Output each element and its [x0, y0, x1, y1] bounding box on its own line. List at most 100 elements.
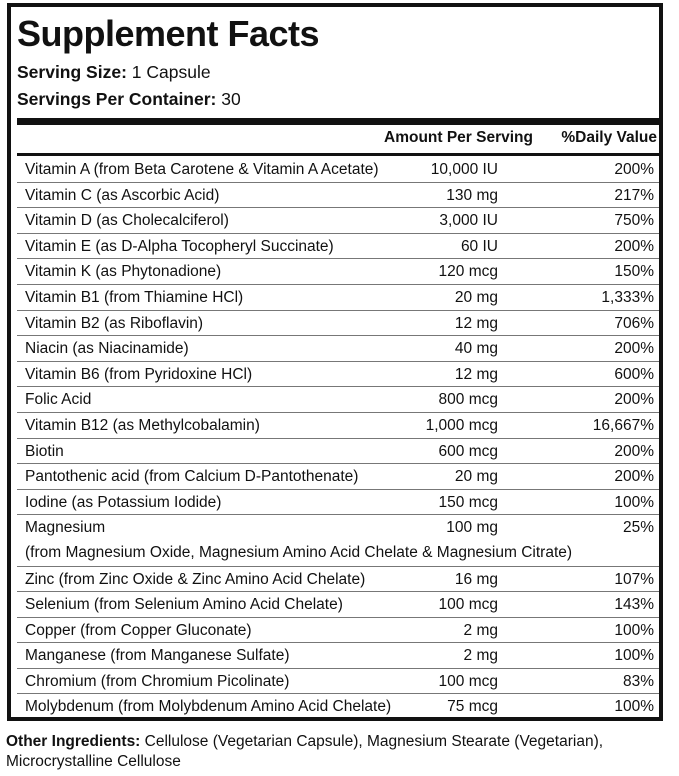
nutrient-amount: 800 mcg [438, 391, 498, 409]
table-row: Niacin (as Niacinamide) 40 mg 200% [17, 336, 659, 362]
nutrient-amount: 2 mg [463, 621, 498, 639]
table-row: Vitamin C (as Ascorbic Acid) 130 mg 217% [17, 183, 659, 209]
nutrient-amount: 40 mg [454, 340, 498, 358]
table-row: Manganese (from Manganese Sulfate) 2 mg … [17, 643, 659, 669]
table-row: Magnesium 100 mg 25% (from Magnesium Oxi… [17, 515, 659, 567]
nutrient-daily-value: 143% [614, 596, 654, 614]
nutrient-daily-value: 200% [614, 237, 654, 255]
servings-per-container-value: 30 [221, 89, 241, 109]
nutrient-name: Biotin [25, 442, 64, 460]
servings-per-container: Servings Per Container: 30 [17, 88, 241, 110]
nutrient-amount: 100 mcg [438, 596, 498, 614]
nutrient-name: Vitamin B2 (as Riboflavin) [25, 314, 204, 332]
nutrient-daily-value: 100% [614, 698, 654, 716]
nutrient-name: Vitamin K (as Phytonadione) [25, 263, 222, 281]
nutrient-amount: 3,000 IU [439, 212, 498, 230]
table-row: Vitamin B12 (as Methylcobalamin) 1,000 m… [17, 413, 659, 439]
other-ingredients-text: Cellulose (Vegetarian Capsule), Magnesiu… [6, 733, 604, 770]
nutrient-daily-value: 200% [614, 340, 654, 358]
nutrient-name: Niacin (as Niacinamide) [25, 340, 189, 358]
nutrient-daily-value: 100% [614, 647, 654, 665]
nutrient-name: Pantothenic acid (from Calcium D-Pantoth… [25, 468, 359, 486]
nutrient-name: Chromium (from Chromium Picolinate) [25, 672, 290, 690]
table-row: Copper (from Copper Gluconate) 2 mg 100% [17, 618, 659, 644]
table-row: Folic Acid 800 mcg 200% [17, 387, 659, 413]
nutrient-daily-value: 100% [614, 493, 654, 511]
other-ingredients: Other Ingredients: Cellulose (Vegetarian… [6, 732, 676, 772]
nutrient-name: Vitamin B1 (from Thiamine HCl) [25, 288, 244, 306]
nutrient-name: Vitamin D (as Cholecalciferol) [25, 212, 229, 230]
table-row: Vitamin D (as Cholecalciferol) 3,000 IU … [17, 208, 659, 234]
nutrient-amount: 1,000 mcg [425, 416, 498, 434]
nutrient-amount: 600 mcg [438, 442, 498, 460]
nutrient-amount: 16 mg [454, 570, 498, 588]
nutrient-daily-value: 83% [622, 672, 654, 690]
nutrient-daily-value: 200% [614, 442, 654, 460]
table-row: Vitamin B1 (from Thiamine HCl) 20 mg 1,3… [17, 285, 659, 311]
panel-title: Supplement Facts [17, 13, 320, 54]
nutrient-name: Vitamin B12 (as Methylcobalamin) [25, 416, 260, 434]
nutrient-daily-value: 100% [614, 621, 654, 639]
nutrient-daily-value: 150% [614, 263, 654, 281]
table-row: Chromium (from Chromium Picolinate) 100 … [17, 669, 659, 695]
nutrient-name: Selenium (from Selenium Amino Acid Chela… [25, 596, 343, 614]
nutrient-daily-value: 706% [614, 314, 654, 332]
table-row: Vitamin E (as D-Alpha Tocopheryl Succina… [17, 234, 659, 260]
serving-size-value: 1 Capsule [131, 62, 211, 82]
daily-value-column-header: %Daily Value [561, 129, 657, 146]
nutrient-amount: 60 IU [460, 237, 498, 255]
table-row: Molybdenum (from Molybdenum Amino Acid C… [17, 694, 659, 720]
nutrient-table: Vitamin A (from Beta Carotene & Vitamin … [17, 157, 659, 720]
thick-divider [17, 118, 659, 125]
nutrient-name: Vitamin E (as D-Alpha Tocopheryl Succina… [25, 237, 334, 255]
table-row: Selenium (from Selenium Amino Acid Chela… [17, 592, 659, 618]
nutrient-name: Folic Acid [25, 391, 92, 409]
table-row: Vitamin B6 (from Pyridoxine HCl) 12 mg 6… [17, 362, 659, 388]
nutrient-name: Vitamin B6 (from Pyridoxine HCl) [25, 365, 253, 383]
supplement-facts-panel [7, 3, 663, 721]
nutrient-daily-value: 200% [614, 161, 654, 178]
nutrient-daily-value: 25% [622, 519, 654, 537]
nutrient-name: Iodine (as Potassium Iodide) [25, 493, 222, 511]
nutrient-daily-value: 16,667% [592, 416, 654, 434]
other-ingredients-label: Other Ingredients: [6, 733, 141, 750]
nutrient-amount: 130 mg [446, 186, 498, 204]
nutrient-amount: 12 mg [454, 314, 498, 332]
amount-column-header: Amount Per Serving [384, 129, 533, 146]
nutrient-amount: 100 mcg [438, 672, 498, 690]
table-row: Vitamin K (as Phytonadione) 120 mcg 150% [17, 259, 659, 285]
nutrient-name: Manganese (from Manganese Sulfate) [25, 647, 290, 665]
nutrient-amount: 75 mcg [447, 698, 498, 716]
nutrient-name: Vitamin C (as Ascorbic Acid) [25, 186, 220, 204]
nutrient-amount: 20 mg [454, 468, 498, 486]
nutrient-name: Vitamin A (from Beta Carotene & Vitamin … [25, 161, 379, 178]
nutrient-daily-value: 200% [614, 391, 654, 409]
nutrient-amount: 120 mcg [438, 263, 498, 281]
table-row: Vitamin A (from Beta Carotene & Vitamin … [17, 157, 659, 183]
table-row: Zinc (from Zinc Oxide & Zinc Amino Acid … [17, 567, 659, 593]
nutrient-amount: 2 mg [463, 647, 498, 665]
nutrient-daily-value: 107% [614, 570, 654, 588]
serving-size-label: Serving Size: [17, 62, 127, 82]
nutrient-daily-value: 600% [614, 365, 654, 383]
nutrient-amount: 20 mg [454, 288, 498, 306]
nutrient-amount: 12 mg [454, 365, 498, 383]
header-divider [17, 153, 659, 156]
nutrient-source: (from Magnesium Oxide, Magnesium Amino A… [25, 544, 573, 562]
nutrient-amount: 10,000 IU [430, 161, 498, 178]
nutrient-daily-value: 1,333% [601, 288, 654, 306]
nutrient-name: Zinc (from Zinc Oxide & Zinc Amino Acid … [25, 570, 366, 588]
servings-per-container-label: Servings Per Container: [17, 89, 217, 109]
nutrient-name: Copper (from Copper Gluconate) [25, 621, 252, 639]
nutrient-name: Magnesium [25, 519, 106, 537]
nutrient-amount: 100 mg [446, 519, 498, 537]
table-row: Biotin 600 mcg 200% [17, 439, 659, 465]
nutrient-daily-value: 750% [614, 212, 654, 230]
nutrient-amount: 150 mcg [438, 493, 498, 511]
nutrient-daily-value: 217% [614, 186, 654, 204]
nutrient-name: Molybdenum (from Molybdenum Amino Acid C… [25, 698, 392, 716]
table-row: Pantothenic acid (from Calcium D-Pantoth… [17, 464, 659, 490]
serving-size: Serving Size: 1 Capsule [17, 61, 211, 83]
table-row: Iodine (as Potassium Iodide) 150 mcg 100… [17, 490, 659, 516]
table-row: Vitamin B2 (as Riboflavin) 12 mg 706% [17, 311, 659, 337]
